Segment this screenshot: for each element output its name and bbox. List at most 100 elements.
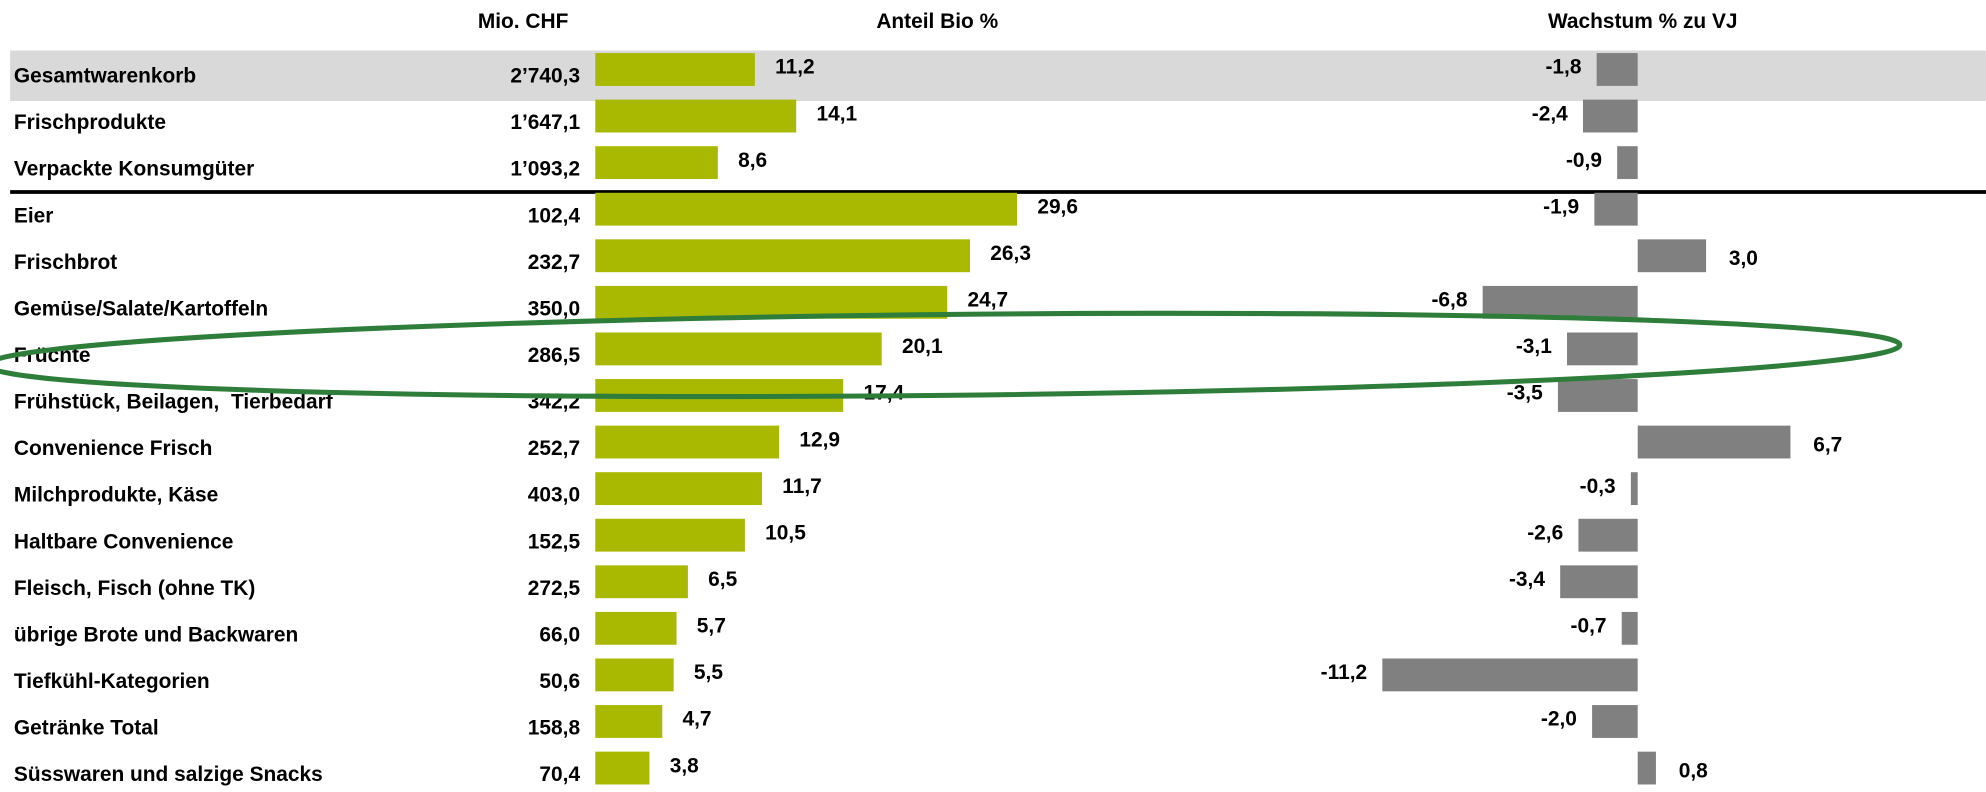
- bio-bar: [595, 425, 780, 459]
- mio-chf-value: 1’647,1: [510, 111, 580, 134]
- growth-bar: [1382, 658, 1638, 692]
- category-label: Eier: [14, 204, 53, 227]
- growth-bar: [1617, 146, 1638, 180]
- growth-bar: [1630, 472, 1638, 506]
- bio-value-label: 5,7: [697, 615, 726, 638]
- growth-value-label: -2,6: [1527, 521, 1563, 544]
- growth-bar: [1637, 239, 1707, 273]
- growth-value-label: -1,8: [1545, 56, 1581, 79]
- category-label: Haltbare Convenience: [14, 530, 233, 553]
- growth-value-label: -1,9: [1543, 195, 1579, 218]
- bio-value-label: 10,5: [765, 521, 806, 544]
- category-label: Frühstück, Beilagen, Tierbedarf: [14, 391, 333, 414]
- bio-bar: [595, 146, 718, 180]
- category-label: Tiefkühl-Kategorien: [14, 670, 210, 693]
- growth-bar: [1557, 379, 1638, 412]
- bio-bar: [595, 751, 650, 785]
- bio-value-label: 4,7: [683, 708, 712, 731]
- category-label: Fleisch, Fisch (ohne TK): [14, 577, 255, 600]
- column-header: Anteil Bio %: [876, 10, 998, 33]
- bio-value-label: 11,2: [775, 56, 815, 79]
- highlight-ellipse: [0, 310, 1903, 400]
- mio-chf-value: 102,4: [528, 204, 581, 227]
- category-label: Frischbrot: [14, 251, 117, 274]
- bio-value-label: 11,7: [782, 475, 822, 498]
- mio-chf-value: 232,7: [528, 251, 580, 274]
- column-header: Wachstum % zu VJ: [1548, 10, 1738, 33]
- mio-chf-value: 70,4: [539, 763, 580, 786]
- growth-value-label: -0,9: [1566, 149, 1602, 172]
- bio-bar: [595, 705, 663, 738]
- growth-bar: [1567, 332, 1638, 366]
- growth-value-label: -3,1: [1516, 335, 1552, 358]
- growth-value-label: -2,0: [1541, 708, 1577, 731]
- mio-chf-value: 50,6: [539, 670, 580, 693]
- bio-bar: [595, 565, 688, 599]
- bio-bar: [595, 332, 882, 366]
- category-label: Süsswaren und salzige Snacks: [14, 763, 323, 786]
- growth-value-label: -0,3: [1580, 475, 1616, 498]
- growth-value-label: -0,7: [1571, 615, 1607, 638]
- bio-value-label: 20,1: [902, 335, 943, 358]
- growth-bar: [1482, 285, 1638, 319]
- total-row-band: [10, 50, 1986, 102]
- category-label: Convenience Frisch: [14, 437, 213, 460]
- bio-bar: [595, 472, 763, 506]
- category-label: Milchprodukte, Käse: [14, 484, 218, 507]
- growth-value-label: -6,8: [1431, 289, 1467, 312]
- growth-bar: [1594, 192, 1638, 226]
- mio-chf-value: 286,5: [528, 344, 581, 367]
- growth-bar: [1637, 425, 1791, 459]
- mio-chf-value: 152,5: [528, 530, 581, 553]
- bio-value-label: 6,5: [708, 568, 737, 591]
- mio-chf-value: 2’740,3: [510, 65, 580, 88]
- category-label: Verpackte Konsumgüter: [14, 158, 254, 181]
- bio-bar: [595, 658, 674, 692]
- growth-value-label: 6,7: [1813, 433, 1842, 456]
- growth-value-label: 3,0: [1729, 247, 1758, 270]
- bio-bar: [595, 53, 755, 86]
- rows: Gesamtwarenkorb 2’740,3 11,2 -1,8 Frischprod…: [14, 53, 1842, 786]
- mio-chf-value: 1’093,2: [510, 158, 580, 181]
- mio-chf-value: 66,0: [539, 623, 580, 646]
- growth-value-label: -11,2: [1321, 661, 1367, 684]
- growth-bar: [1596, 53, 1638, 86]
- growth-bar: [1621, 611, 1638, 645]
- growth-value-label: -3,5: [1507, 382, 1543, 405]
- growth-bar: [1582, 99, 1638, 133]
- bio-value-label: 29,6: [1037, 195, 1078, 218]
- growth-value-label: 0,8: [1679, 759, 1708, 782]
- growth-bar: [1637, 751, 1656, 785]
- mio-chf-value: 350,0: [528, 297, 580, 320]
- mio-chf-value: 158,8: [528, 717, 580, 740]
- mio-chf-value: 252,7: [528, 437, 580, 460]
- category-label: übrige Brote und Backwaren: [14, 623, 298, 646]
- bio-bar: [595, 518, 745, 552]
- category-label: Gesamtwarenkorb: [14, 65, 196, 88]
- bio-bar: [595, 611, 677, 645]
- category-label: Getränke Total: [14, 717, 159, 740]
- bio-value-label: 12,9: [799, 428, 840, 451]
- bio-value-label: 17,4: [863, 382, 904, 405]
- bio-value-label: 24,7: [968, 289, 1009, 312]
- mio-chf-value: 272,5: [528, 577, 581, 600]
- growth-bar: [1560, 565, 1638, 599]
- bio-value-label: 8,6: [738, 149, 767, 172]
- bio-value-label: 3,8: [670, 754, 699, 777]
- bio-value-label: 26,3: [990, 242, 1031, 265]
- category-label: Frischprodukte: [14, 111, 166, 134]
- mio-chf-value: 403,0: [528, 484, 580, 507]
- bio-bar: [595, 192, 1018, 226]
- growth-value-label: -3,4: [1509, 568, 1545, 591]
- bio-value-label: 5,5: [694, 661, 723, 684]
- bio-bar: [595, 239, 971, 273]
- category-label: Gemüse/Salate/Kartoffeln: [14, 297, 268, 320]
- bio-value-label: 14,1: [816, 102, 857, 125]
- column-header: Mio. CHF: [478, 10, 568, 33]
- bio-bar: [595, 99, 797, 133]
- growth-bar: [1592, 705, 1638, 738]
- growth-bar: [1578, 518, 1638, 552]
- growth-value-label: -2,4: [1532, 102, 1568, 125]
